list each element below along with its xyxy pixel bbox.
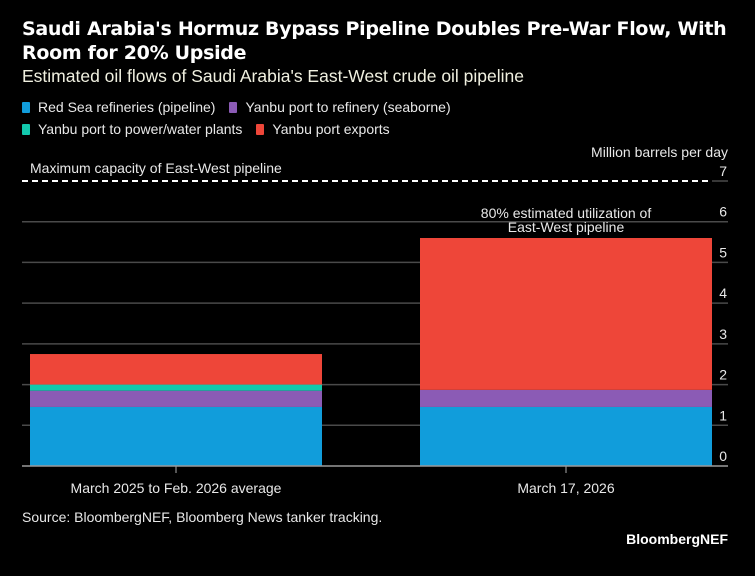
y-tick-label: 3	[719, 326, 727, 342]
y-axis-unit-label: Million barrels per day	[591, 144, 728, 160]
x-tick-label: March 2025 to Feb. 2026 average	[71, 480, 282, 496]
bar-segment	[30, 354, 322, 385]
legend-item: Yanbu port to refinery (seaborne)	[229, 96, 451, 118]
chart-title: Saudi Arabia's Hormuz Bypass Pipeline Do…	[22, 18, 727, 64]
utilization-label-line2: East-West pipeline	[508, 219, 625, 235]
legend-swatch-red-sea	[22, 101, 30, 113]
y-tick-label: 4	[719, 285, 727, 301]
legend-swatch-exports	[256, 123, 265, 135]
source-note: Source: BloombergNEF, Bloomberg News tan…	[22, 509, 383, 525]
y-tick-label: 1	[719, 407, 727, 423]
y-tick-label: 6	[719, 204, 727, 220]
legend-label: Yanbu port exports	[272, 121, 390, 137]
bar-segment	[30, 390, 322, 407]
bar-segment	[30, 406, 322, 466]
y-tick-label: 7	[719, 163, 727, 179]
y-tick-label: 5	[719, 244, 727, 260]
y-tick-label: 2	[719, 367, 727, 383]
utilization-label-line1: 80% estimated utilization of	[481, 205, 652, 221]
max-capacity-label: Maximum capacity of East-West pipeline	[30, 160, 282, 176]
brand-logo: BloombergNEF	[626, 531, 728, 547]
legend-swatch-power	[22, 123, 30, 135]
legend-item: Yanbu port exports	[256, 118, 390, 140]
chart-subtitle: Estimated oil flows of Saudi Arabia's Ea…	[22, 66, 525, 86]
x-tick-label: March 17, 2026	[517, 480, 614, 496]
legend-label: Red Sea refineries (pipeline)	[38, 99, 216, 115]
bar-segment	[420, 389, 712, 407]
bar-segment	[420, 406, 712, 466]
legend-label: Yanbu port to refinery (seaborne)	[245, 99, 451, 115]
legend: Red Sea refineries (pipeline) Yanbu port…	[22, 96, 451, 140]
bar-segment	[30, 384, 322, 391]
legend-item: Red Sea refineries (pipeline)	[22, 96, 215, 118]
bar-segment	[420, 238, 712, 390]
legend-label: Yanbu port to power/water plants	[38, 121, 243, 137]
legend-swatch-seaborne	[229, 101, 238, 113]
legend-item: Yanbu port to power/water plants	[22, 118, 242, 140]
y-tick-label: 0	[719, 448, 727, 464]
